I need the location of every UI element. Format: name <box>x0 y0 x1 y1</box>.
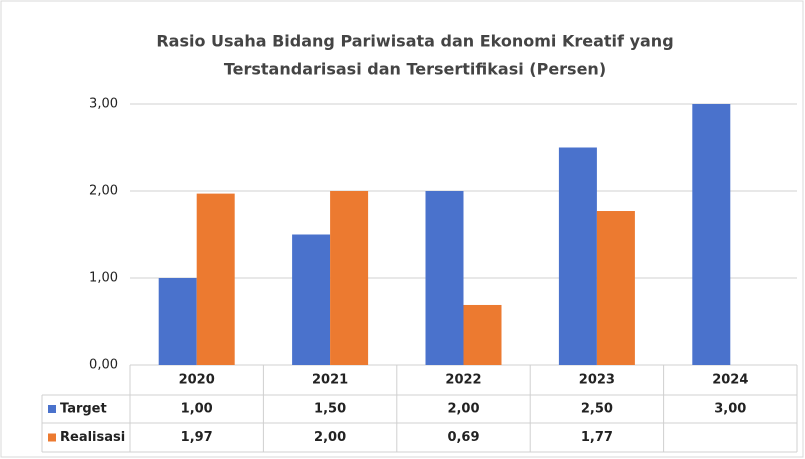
data-label: 1,00 <box>181 402 213 417</box>
bar <box>330 191 369 365</box>
bar <box>558 147 597 365</box>
x-tick-label: 2021 <box>312 373 348 388</box>
bar <box>463 304 502 365</box>
bar <box>425 191 464 365</box>
x-tick-label: 2020 <box>179 373 215 388</box>
bar <box>692 104 731 365</box>
data-label: 2,00 <box>447 402 479 417</box>
y-tick-label: 0,00 <box>89 358 118 373</box>
y-tick-label: 1,00 <box>89 271 118 286</box>
data-label: 1,97 <box>181 430 213 445</box>
bar <box>158 278 197 365</box>
bar <box>292 234 331 365</box>
chart-title: Rasio Usaha Bidang Pariwisata dan Ekonom… <box>156 32 673 51</box>
data-label: 1,77 <box>581 430 613 445</box>
x-tick-label: 2024 <box>712 373 748 388</box>
data-label: 1,50 <box>314 402 346 417</box>
data-label: 0,69 <box>447 430 479 445</box>
data-label: 3,00 <box>714 402 746 417</box>
legend-label: Target <box>60 402 107 417</box>
legend-swatch <box>48 433 56 442</box>
x-tick-label: 2022 <box>445 373 481 388</box>
y-tick-label: 3,00 <box>89 97 118 112</box>
chart-title: Terstandarisasi dan Tersertifikasi (Pers… <box>224 60 606 79</box>
legend-label: Realisasi <box>60 430 125 445</box>
bar <box>596 211 635 365</box>
y-tick-label: 2,00 <box>89 184 118 199</box>
bar <box>196 193 235 365</box>
data-label: 2,50 <box>581 402 613 417</box>
legend-swatch <box>48 405 56 413</box>
x-tick-label: 2023 <box>579 373 615 388</box>
data-label: 2,00 <box>314 430 346 445</box>
